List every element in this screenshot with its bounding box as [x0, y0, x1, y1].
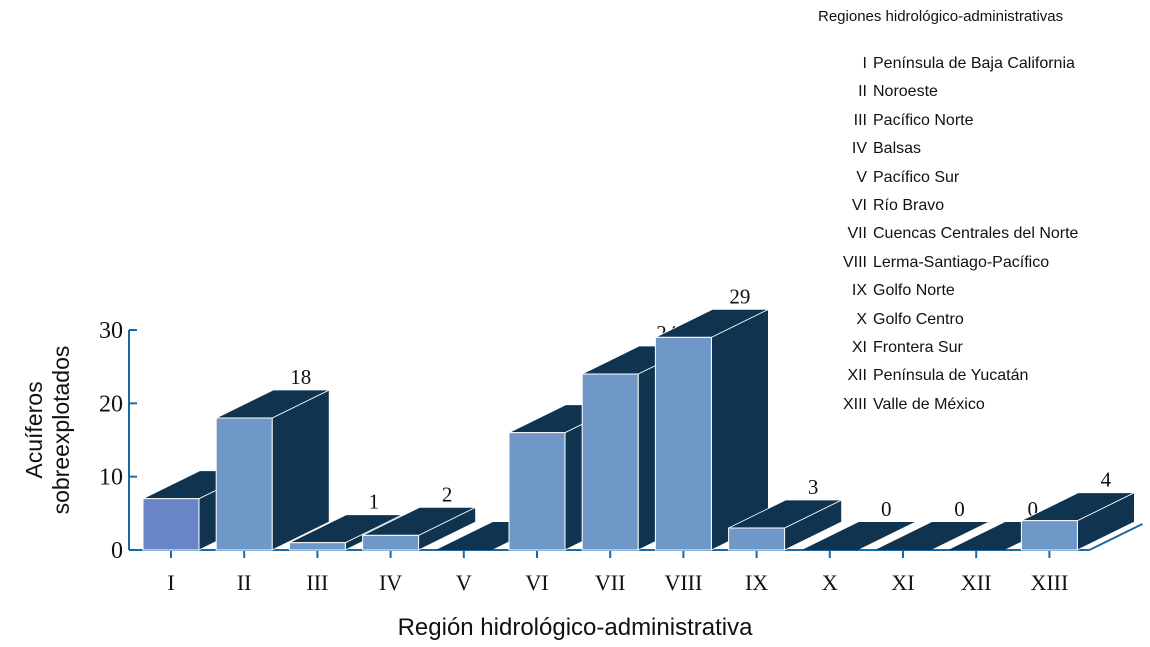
- legend-item-code: XI: [851, 338, 867, 356]
- y-tick-label: 30: [99, 318, 123, 344]
- data-label: 18: [290, 365, 311, 389]
- legend-item: V Pacífico Sur: [820, 164, 1078, 192]
- x-axis-label: Región hidrológico-administrativa: [397, 614, 753, 641]
- x-tick-label: IV: [379, 570, 402, 595]
- data-label: 0: [881, 497, 892, 521]
- legend-item-name: Pacífico Sur: [873, 168, 960, 186]
- legend-item-code: IX: [851, 282, 867, 300]
- bar: [1020, 520, 1078, 551]
- legend-item-name: Pacífico Norte: [873, 111, 974, 129]
- legend-item: XII Península de Yucatán: [820, 362, 1078, 390]
- y-tick-label: 20: [99, 391, 123, 417]
- legend-item: VII Cuencas Centrales del Norte: [820, 220, 1078, 248]
- legend-item: II Noroeste: [820, 78, 1078, 106]
- legend-item-name: Lerma-Santiago-Pacífico: [873, 253, 1050, 271]
- legend-item: X Golfo Centro: [820, 306, 1078, 334]
- legend-item-name: Península de Yucatán: [873, 367, 1029, 385]
- legend-item: VI Río Bravo: [820, 192, 1078, 220]
- legend-item-name: Valle de México: [873, 395, 985, 413]
- legend-item-code: III: [853, 111, 867, 129]
- x-tick-label: III: [306, 570, 328, 595]
- legend-item-name: Cuencas Centrales del Norte: [873, 225, 1079, 243]
- legend-title: Regiones hidrológico-administrativas: [818, 8, 1064, 25]
- legend-item-name: Península de Baja California: [873, 55, 1075, 72]
- legend-item-code: VII: [847, 225, 867, 243]
- data-label: 0: [954, 497, 965, 521]
- x-tick-label: I: [167, 570, 174, 595]
- x-tick-label: XI: [891, 570, 914, 595]
- legend-item-code: II: [858, 83, 867, 101]
- legend-item-code: IV: [851, 140, 867, 158]
- data-label: 2: [442, 482, 453, 506]
- legend-item-code: XIII: [842, 395, 867, 413]
- legend-item-name: Noroeste: [873, 83, 938, 101]
- region-legend: I Península de Baja California II Noroeste I…: [820, 50, 1078, 419]
- legend-item: III Pacífico Norte: [820, 107, 1078, 135]
- bar: [215, 417, 273, 551]
- x-axis-depth-line: [1088, 523, 1143, 551]
- bar: [508, 432, 566, 551]
- legend-item: VIII Lerma-Santiago-Pacífico: [820, 249, 1078, 277]
- bar: [142, 498, 200, 551]
- x-tick-label: VI: [525, 570, 548, 595]
- x-tick-label: X: [822, 570, 838, 595]
- legend-item-name: Río Bravo: [873, 196, 945, 214]
- legend-item: XIII Valle de México: [820, 391, 1078, 419]
- bar-zero-floor: [801, 522, 915, 550]
- x-tick-label: VIII: [664, 570, 702, 595]
- bar: [288, 542, 346, 551]
- legend-item-code: I: [862, 55, 867, 72]
- legend-item-code: X: [856, 310, 867, 328]
- legend-item-name: Golfo Norte: [873, 282, 955, 300]
- data-label: 0: [1027, 497, 1038, 521]
- bar-zero-floor: [875, 522, 988, 550]
- x-tick-label: II: [237, 570, 252, 595]
- x-tick-label: V: [456, 570, 472, 595]
- x-tick-label: IX: [745, 570, 768, 595]
- legend-item-name: Frontera Sur: [873, 338, 963, 356]
- bar: [728, 527, 786, 551]
- legend-item: XI Frontera Sur: [820, 334, 1078, 362]
- legend-item: I Península de Baja California: [820, 50, 1078, 78]
- x-tick-label: VII: [595, 570, 626, 595]
- bar: [581, 373, 639, 551]
- data-label: 4: [1101, 468, 1112, 492]
- x-tick-label: XIII: [1030, 570, 1068, 595]
- legend-item-name: Balsas: [873, 140, 922, 158]
- legend-item-code: VI: [851, 196, 867, 214]
- x-tick-label: XII: [961, 570, 992, 595]
- legend-item: IV Balsas: [820, 135, 1078, 163]
- legend-item-name: Golfo Centro: [873, 310, 964, 328]
- bar: [362, 534, 420, 551]
- legend-item-code: XII: [847, 367, 867, 385]
- legend-item-code: V: [856, 168, 867, 186]
- legend-item: IX Golfo Norte: [820, 277, 1078, 305]
- y-tick-label: 0: [111, 538, 123, 564]
- legend-item-code: VIII: [842, 253, 867, 271]
- y-tick-label: 10: [99, 465, 123, 491]
- data-label: 29: [729, 284, 750, 308]
- bar: [654, 336, 712, 551]
- data-label: 3: [808, 475, 819, 499]
- data-label: 1: [369, 490, 380, 514]
